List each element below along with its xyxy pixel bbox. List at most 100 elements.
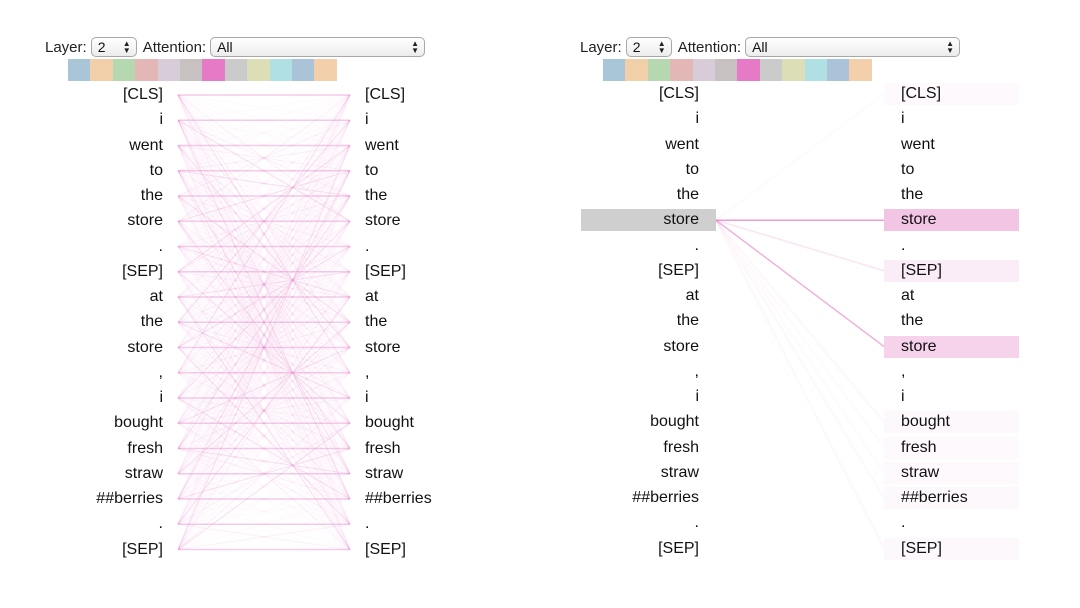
- token-left[interactable]: ##berries: [96, 490, 163, 507]
- token-left[interactable]: store: [127, 212, 163, 230]
- token-left[interactable]: [SEP]: [122, 540, 163, 558]
- head-swatch-5[interactable]: [692, 59, 715, 81]
- token-right[interactable]: .: [901, 514, 906, 532]
- head-swatch-12[interactable]: [849, 59, 872, 81]
- token-left[interactable]: at: [149, 288, 163, 305]
- head-swatch-12[interactable]: [314, 59, 337, 81]
- head-swatch-4[interactable]: [135, 59, 158, 81]
- head-swatch-2[interactable]: [90, 59, 113, 81]
- token-left[interactable]: .: [158, 515, 163, 533]
- token-right[interactable]: [SEP]: [884, 537, 1019, 560]
- token-left[interactable]: straw: [124, 464, 163, 482]
- token-left[interactable]: i: [159, 389, 163, 406]
- token-right[interactable]: [SEP]: [365, 262, 406, 280]
- token-right[interactable]: straw: [365, 464, 404, 482]
- token-right[interactable]: the: [365, 313, 388, 331]
- head-swatch-8[interactable]: [759, 59, 783, 81]
- token-right[interactable]: i: [901, 110, 905, 128]
- head-swatch-1[interactable]: [603, 59, 626, 81]
- token-left[interactable]: .: [694, 236, 699, 254]
- head-swatch-11[interactable]: [291, 59, 315, 81]
- token-left[interactable]: the: [140, 313, 163, 331]
- token-right[interactable]: ,: [901, 362, 906, 380]
- token-right[interactable]: i: [901, 388, 905, 405]
- token-left[interactable]: [CLS]: [122, 86, 163, 103]
- token-left[interactable]: went: [129, 136, 163, 154]
- attention-select[interactable]: All ▲ ▼: [210, 37, 426, 57]
- head-swatch-8[interactable]: [224, 59, 248, 81]
- token-right[interactable]: store: [365, 338, 401, 356]
- token-right[interactable]: fresh: [365, 439, 401, 457]
- head-swatch-7[interactable]: [737, 59, 760, 81]
- head-swatch-10[interactable]: [804, 59, 827, 81]
- token-right[interactable]: ##berries: [365, 490, 432, 507]
- token-left[interactable]: .: [694, 514, 699, 532]
- token-left[interactable]: i: [695, 388, 699, 405]
- token-left[interactable]: bought: [114, 414, 163, 432]
- token-left[interactable]: store: [581, 209, 716, 232]
- token-right[interactable]: the: [901, 186, 924, 203]
- head-swatch-6[interactable]: [714, 59, 738, 81]
- token-right[interactable]: fresh: [884, 436, 1019, 459]
- token-right[interactable]: .: [365, 237, 370, 255]
- token-left[interactable]: fresh: [127, 439, 163, 457]
- token-right[interactable]: .: [901, 236, 906, 254]
- token-right[interactable]: straw: [884, 461, 1019, 484]
- token-right[interactable]: bought: [365, 414, 414, 432]
- token-right[interactable]: the: [901, 312, 924, 330]
- head-swatch-2[interactable]: [625, 59, 648, 81]
- token-right[interactable]: at: [901, 287, 915, 304]
- token-left[interactable]: bought: [650, 413, 699, 431]
- token-right[interactable]: [SEP]: [884, 259, 1019, 282]
- head-swatch-7[interactable]: [202, 59, 225, 81]
- head-swatch-10[interactable]: [269, 59, 292, 81]
- head-swatch-5[interactable]: [157, 59, 180, 81]
- token-left[interactable]: [SEP]: [658, 539, 699, 557]
- head-swatch-3[interactable]: [112, 59, 136, 81]
- token-right[interactable]: went: [365, 136, 399, 154]
- token-left[interactable]: [SEP]: [122, 262, 163, 280]
- token-right[interactable]: [CLS]: [884, 83, 1019, 105]
- token-left[interactable]: the: [140, 187, 163, 204]
- layer-select[interactable]: 2 ▲ ▼: [625, 37, 672, 57]
- token-left[interactable]: [SEP]: [658, 261, 699, 279]
- layer-select[interactable]: 2 ▲ ▼: [90, 37, 137, 57]
- head-swatch-3[interactable]: [647, 59, 671, 81]
- head-swatch-6[interactable]: [179, 59, 203, 81]
- head-swatch-4[interactable]: [670, 59, 693, 81]
- token-left[interactable]: ,: [158, 363, 163, 381]
- token-left[interactable]: to: [149, 161, 163, 179]
- token-right[interactable]: i: [365, 111, 369, 129]
- token-right[interactable]: ,: [365, 363, 370, 381]
- token-right[interactable]: store: [884, 209, 1019, 232]
- head-swatch-1[interactable]: [68, 59, 91, 81]
- token-left[interactable]: fresh: [663, 438, 699, 456]
- token-left[interactable]: the: [676, 312, 699, 330]
- token-right[interactable]: bought: [884, 411, 1019, 434]
- token-left[interactable]: i: [159, 111, 163, 129]
- token-right[interactable]: to: [901, 160, 915, 178]
- token-right[interactable]: the: [365, 187, 388, 204]
- token-right[interactable]: store: [365, 212, 401, 230]
- token-left[interactable]: ##berries: [632, 489, 699, 506]
- token-left[interactable]: store: [663, 337, 699, 355]
- token-left[interactable]: store: [127, 338, 163, 356]
- token-left[interactable]: went: [665, 135, 699, 153]
- token-right[interactable]: [CLS]: [365, 86, 406, 103]
- token-right[interactable]: to: [365, 161, 379, 179]
- token-left[interactable]: to: [685, 160, 699, 178]
- token-left[interactable]: i: [695, 110, 699, 128]
- token-left[interactable]: ,: [694, 362, 699, 380]
- token-right[interactable]: ##berries: [884, 487, 1019, 509]
- token-right[interactable]: .: [365, 515, 370, 533]
- token-right[interactable]: [SEP]: [365, 540, 406, 558]
- token-left[interactable]: straw: [660, 463, 699, 481]
- attention-select[interactable]: All ▲ ▼: [745, 37, 961, 57]
- token-left[interactable]: .: [158, 237, 163, 255]
- head-swatch-9[interactable]: [782, 59, 805, 81]
- token-right[interactable]: at: [365, 288, 379, 305]
- token-right[interactable]: store: [884, 335, 1019, 358]
- token-left[interactable]: [CLS]: [658, 85, 699, 102]
- token-right[interactable]: went: [901, 135, 935, 153]
- token-right[interactable]: i: [365, 389, 369, 406]
